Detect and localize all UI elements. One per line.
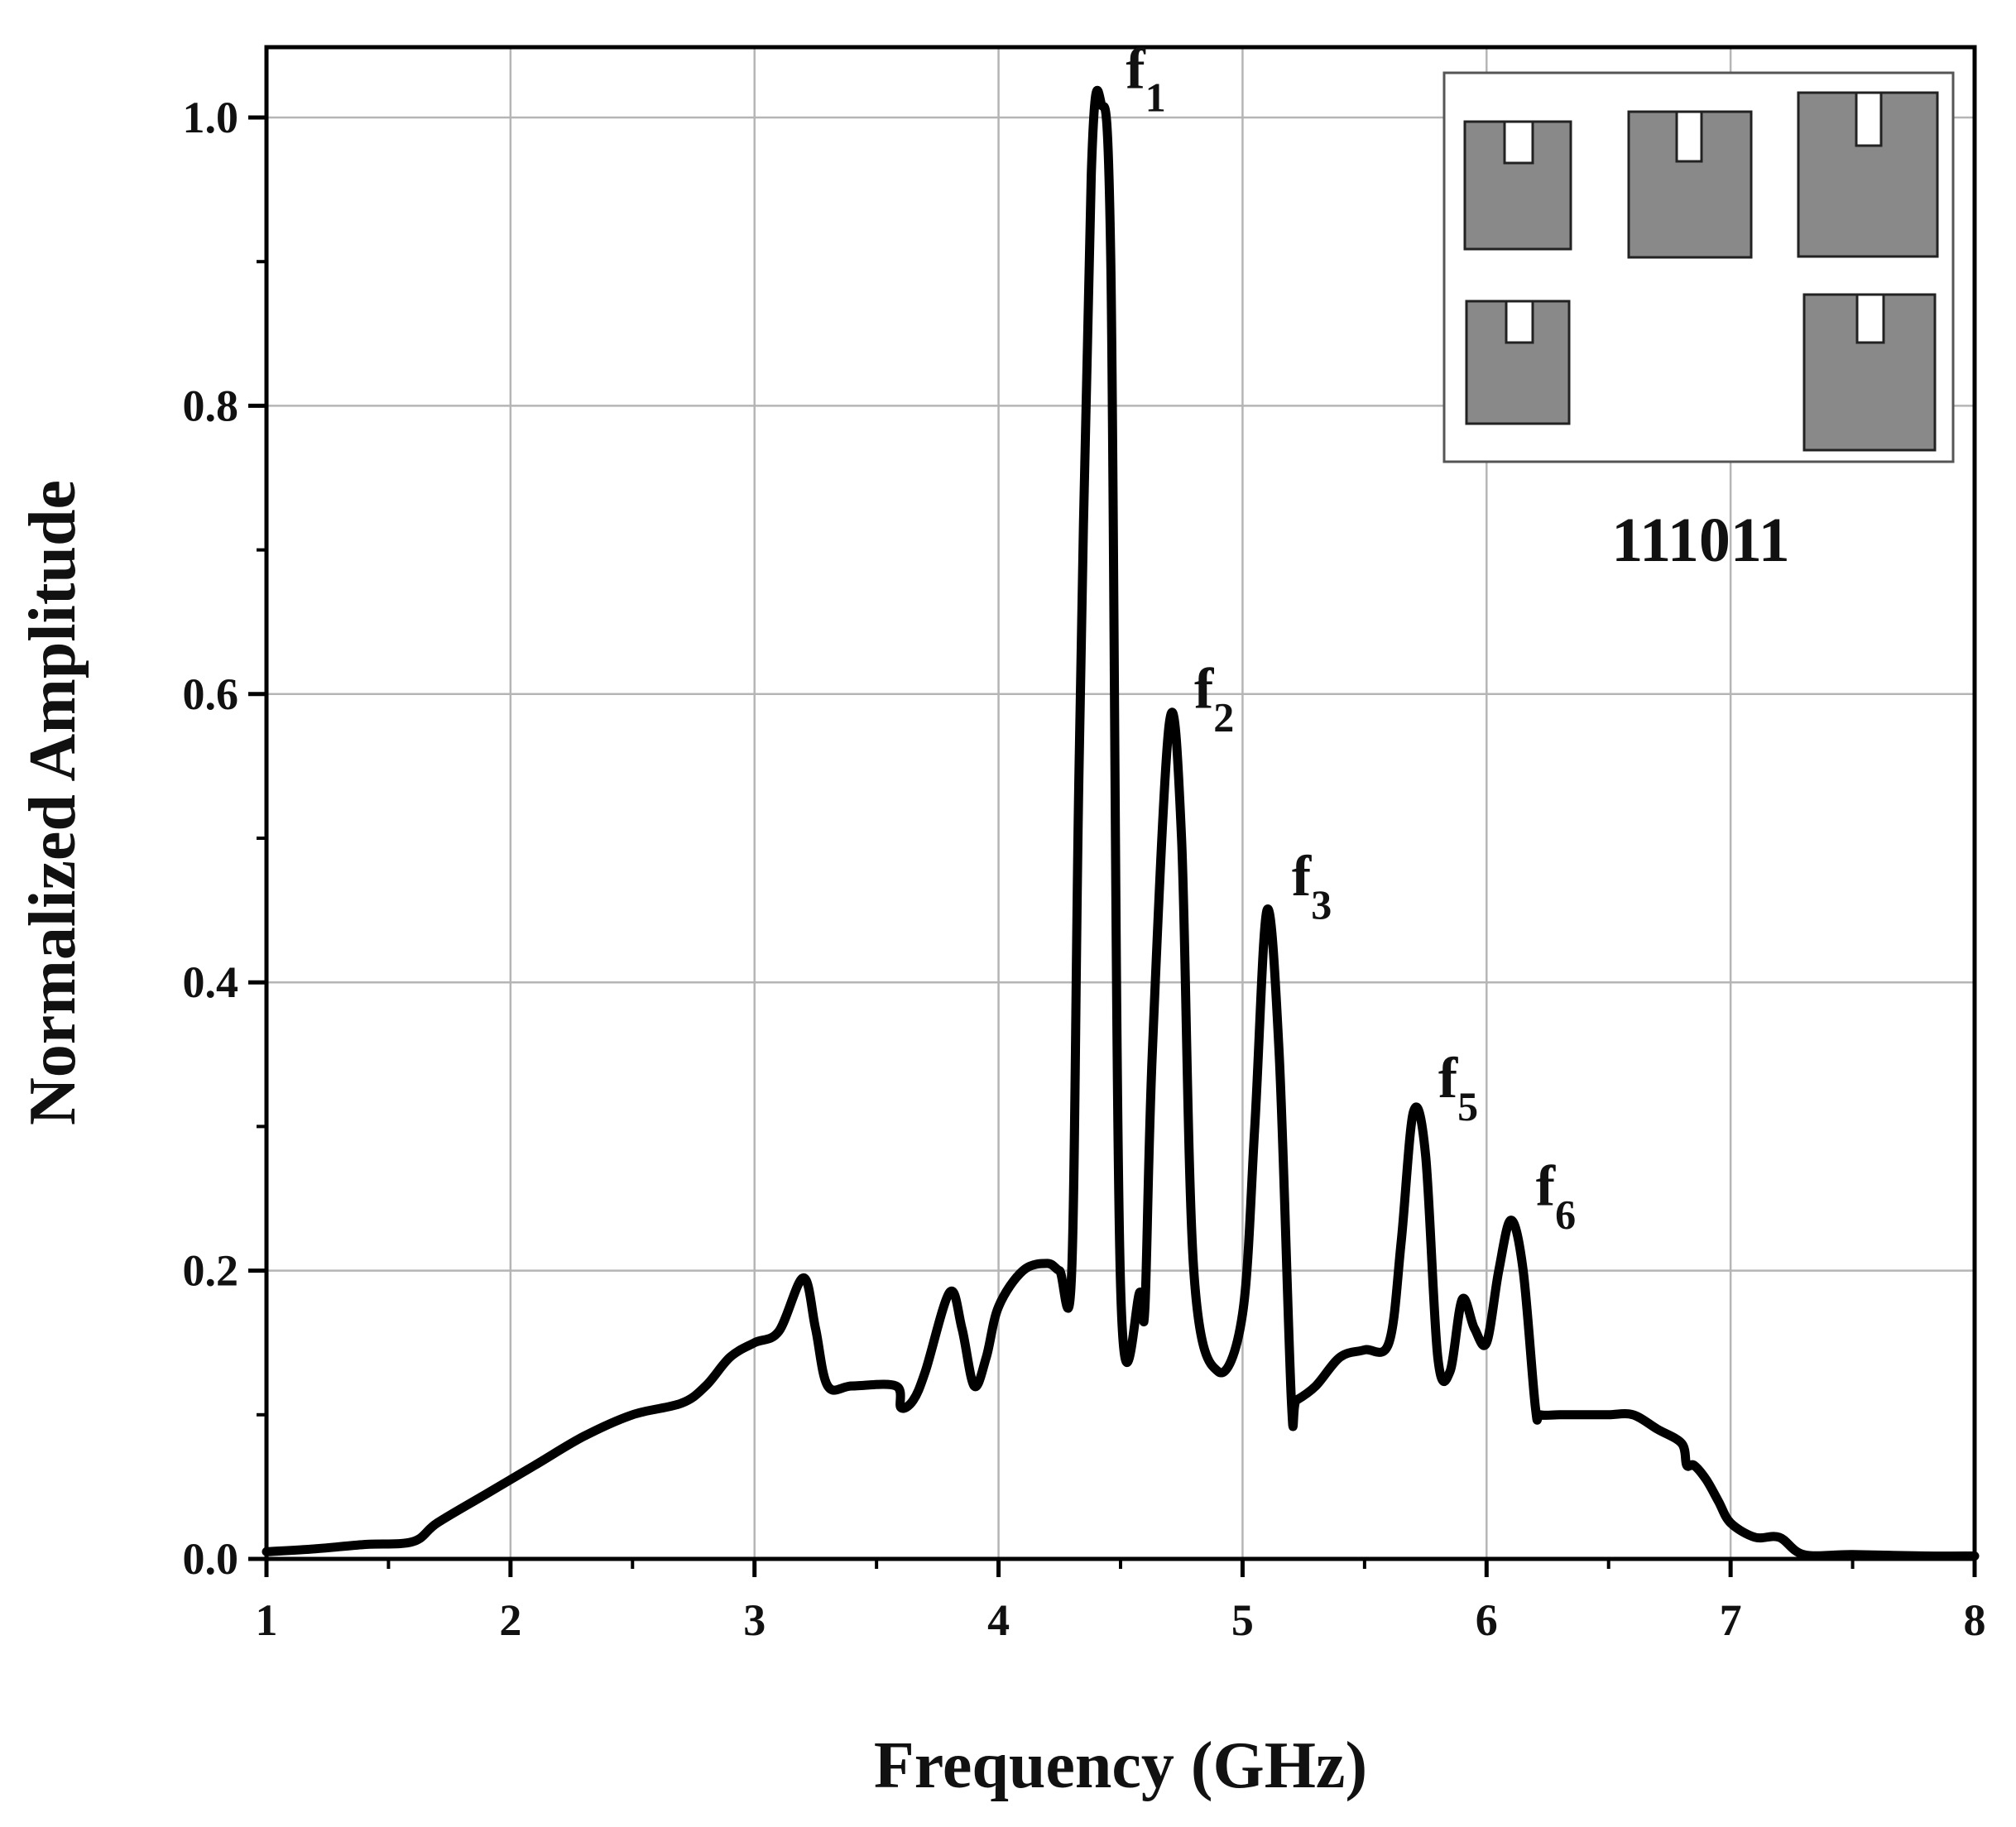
peak-label-subscript: 3 <box>1311 881 1332 928</box>
patch-slot <box>1855 91 1883 147</box>
x-tick-label: 1 <box>256 1595 278 1645</box>
y-tick-label: 0.2 <box>183 1246 239 1296</box>
x-tick-label: 6 <box>1476 1595 1498 1645</box>
y-tick-label: 0.4 <box>183 957 239 1007</box>
ticks: 1 2 3 4 5 6 7 8 0.0 0.2 0.4 0.6 0.8 1.0 <box>183 93 1986 1645</box>
peak-label-subscript: 6 <box>1555 1192 1576 1238</box>
peak-label: f2 <box>1194 658 1234 741</box>
x-tick-label: 2 <box>499 1595 521 1645</box>
y-tick-label: 1.0 <box>183 93 239 142</box>
patch-slot <box>1505 300 1534 344</box>
inset-patches <box>1463 91 1939 452</box>
y-tick-label: 0.6 <box>183 669 239 719</box>
patch-slot <box>1675 110 1703 163</box>
x-axis-title: Frequency (GHz) <box>874 1729 1367 1802</box>
inset-diagram: 111011 <box>1442 71 1955 575</box>
patch-slot <box>1503 120 1534 165</box>
peak-label: f5 <box>1438 1047 1478 1129</box>
inset-code: 111011 <box>1611 506 1789 575</box>
y-tick-label: 0.0 <box>183 1534 239 1584</box>
x-tick-label: 5 <box>1231 1595 1254 1645</box>
y-tick-label: 0.8 <box>183 381 239 430</box>
y-axis-title: Normalized Amplitude <box>17 480 89 1125</box>
peak-label: f6 <box>1536 1155 1576 1238</box>
x-tick-label: 7 <box>1720 1595 1742 1645</box>
series-line <box>262 85 1980 1561</box>
series-layer <box>262 85 1980 1561</box>
x-tick-label: 4 <box>987 1595 1010 1645</box>
peak-label-subscript: 2 <box>1213 694 1234 741</box>
x-tick-label: 8 <box>1964 1595 1986 1645</box>
patch-slot <box>1855 293 1885 344</box>
peak-label-subscript: 1 <box>1145 74 1166 121</box>
x-tick-label: 3 <box>743 1595 766 1645</box>
peak-label-subscript: 5 <box>1457 1083 1478 1129</box>
peak-label: f3 <box>1292 845 1332 928</box>
peak-label: f1 <box>1126 38 1165 121</box>
